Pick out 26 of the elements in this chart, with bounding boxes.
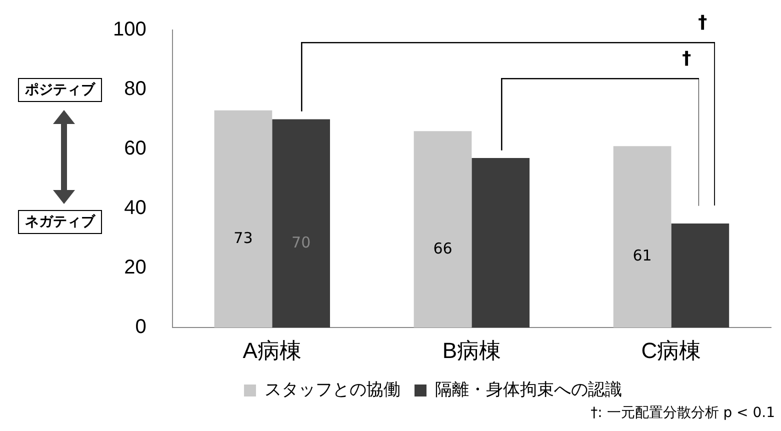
- y-tick-label: 40: [124, 197, 146, 220]
- y-tick-label: 100: [112, 18, 146, 41]
- text: ポジティブ: [18, 78, 102, 102]
- data-label: 70: [292, 233, 311, 252]
- y-tick-label: 60: [124, 138, 146, 160]
- legend-label: 隔離・身体拘束への認識: [435, 380, 622, 400]
- bar: [472, 158, 530, 328]
- data-label: 73: [234, 228, 253, 247]
- bar: [613, 146, 672, 328]
- x-tick-label: A病棟: [242, 338, 302, 363]
- text: ネガティブ: [18, 210, 102, 234]
- data-label: 66: [433, 239, 452, 258]
- annotation: †: [682, 48, 692, 69]
- legend-label: スタッフとの協働: [264, 380, 400, 400]
- text: †: 一元配置分散分析 p < 0.1: [590, 404, 775, 422]
- bar: [671, 223, 730, 328]
- x-tick-label: C病棟: [641, 338, 702, 363]
- y-tick-label: 0: [135, 316, 146, 338]
- bar: [272, 119, 330, 328]
- y-tick-label: 20: [124, 256, 146, 279]
- data-label: 61: [632, 246, 652, 265]
- y-tick-label: 80: [124, 78, 146, 100]
- x-tick-label: B病棟: [442, 338, 502, 363]
- annotation: †: [698, 12, 708, 33]
- bar: [414, 131, 472, 328]
- bar: [214, 110, 272, 328]
